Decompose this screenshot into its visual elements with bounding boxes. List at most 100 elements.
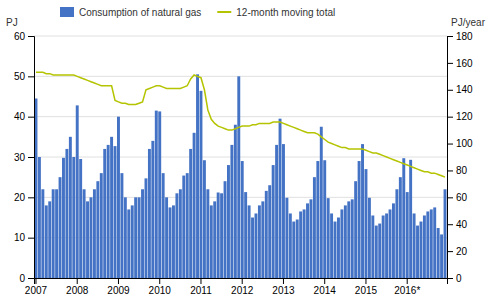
bar <box>392 203 395 278</box>
bar <box>351 199 354 278</box>
bar <box>182 176 185 278</box>
tick-mark <box>242 278 243 284</box>
axis-line <box>35 279 448 285</box>
tick: 10 <box>14 232 34 243</box>
bar <box>248 205 251 278</box>
bar <box>52 189 55 278</box>
bar <box>210 205 213 278</box>
bar <box>320 127 323 278</box>
bar <box>292 222 295 278</box>
tick-label: 2010 <box>149 285 172 296</box>
y2-axis-label: PJ/year <box>451 17 486 28</box>
bar <box>72 157 75 278</box>
tick-label: 2013 <box>272 285 295 296</box>
tick-mark <box>447 278 453 279</box>
bar <box>145 178 148 278</box>
bar <box>65 149 68 278</box>
bar <box>186 173 189 278</box>
bar <box>299 211 302 278</box>
bar <box>86 201 89 278</box>
tick: 2016* <box>394 278 420 296</box>
tick: 40 <box>447 219 468 230</box>
tick-label: 2014 <box>314 285 337 296</box>
bar <box>155 111 158 278</box>
tick: 50 <box>14 71 34 82</box>
bar <box>354 181 357 278</box>
bar <box>237 76 240 278</box>
bar <box>282 144 285 278</box>
tick-label: 2008 <box>66 285 89 296</box>
tick-mark <box>447 63 453 64</box>
tick: 160 <box>447 58 473 69</box>
tick-mark <box>77 278 78 284</box>
tick: 2011 <box>190 278 212 296</box>
bar <box>358 161 361 278</box>
tick: 0 <box>447 273 462 284</box>
tick: 2007 <box>25 278 48 296</box>
tick: 20 <box>447 246 468 257</box>
bar <box>426 211 429 278</box>
grid <box>34 36 447 278</box>
bar <box>90 197 93 278</box>
bar <box>96 181 99 278</box>
bar <box>79 159 82 278</box>
bar <box>385 213 388 278</box>
tick-mark <box>407 278 408 284</box>
tick-label: 100 <box>456 138 473 149</box>
legend-item: 12-month moving total <box>217 7 335 18</box>
tick: 2014 <box>314 278 337 296</box>
tick-label: 20 <box>14 192 26 203</box>
bar <box>413 213 416 278</box>
bar <box>127 209 130 278</box>
axis-line <box>448 37 454 279</box>
bar <box>430 209 433 278</box>
plot: 2007200820092010201120122013201420152016… <box>14 31 473 296</box>
tick: 0 <box>19 273 34 284</box>
bar <box>220 193 223 278</box>
bar <box>444 189 447 278</box>
tick-label: 2007 <box>25 285 48 296</box>
tick-mark <box>365 278 366 284</box>
bar <box>206 189 209 278</box>
tick-label: 2009 <box>107 285 130 296</box>
bar <box>423 215 426 278</box>
tick-label: 160 <box>456 58 473 69</box>
bar <box>175 193 178 278</box>
tick: 180 <box>447 31 473 42</box>
legend-swatch <box>217 11 231 13</box>
tick: 60 <box>447 192 468 203</box>
tick-mark <box>28 278 34 279</box>
grid-line <box>34 237 447 238</box>
bar <box>55 189 58 278</box>
tick-mark <box>447 90 453 91</box>
bar <box>337 218 340 279</box>
tick: 40 <box>14 111 34 122</box>
bar <box>296 220 299 278</box>
bar <box>234 125 237 278</box>
tick: 140 <box>447 84 473 95</box>
grid-line <box>34 76 447 77</box>
tick: 120 <box>447 111 473 122</box>
bar <box>107 145 110 278</box>
bar <box>261 201 264 278</box>
bar <box>265 191 268 278</box>
bar <box>310 199 313 278</box>
grid-line <box>34 116 447 117</box>
tick-mark <box>283 278 284 284</box>
tick-label: 30 <box>14 152 26 163</box>
tick-mark <box>200 278 201 284</box>
bar <box>371 215 374 278</box>
tick: 2010 <box>149 278 172 296</box>
tick-mark <box>447 224 453 225</box>
bar <box>285 198 288 278</box>
bar <box>433 207 436 278</box>
tick-label: 2016* <box>394 285 420 296</box>
tick-mark <box>447 170 453 171</box>
bar <box>313 177 316 278</box>
tick-label: 50 <box>14 71 26 82</box>
bar <box>38 157 41 278</box>
tick-mark <box>28 117 34 118</box>
bar <box>409 160 412 278</box>
tick: 100 <box>447 138 473 149</box>
tick-mark <box>324 278 325 284</box>
